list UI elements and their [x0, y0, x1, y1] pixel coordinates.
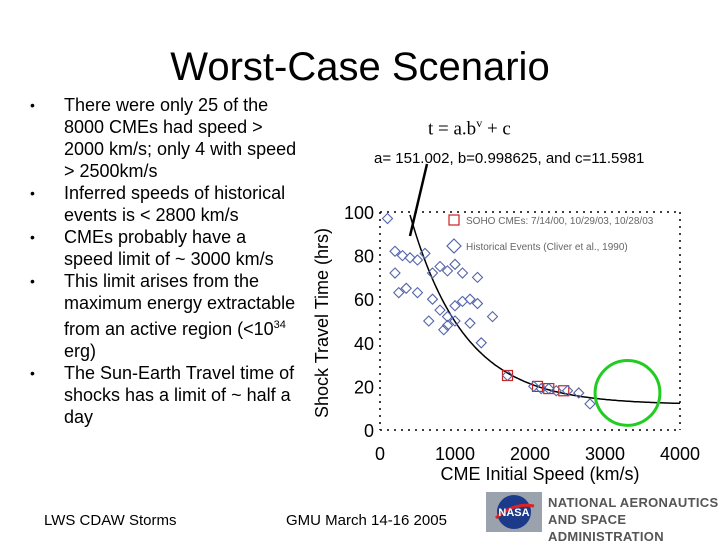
footer-center: GMU March 14-16 2005 — [286, 512, 447, 529]
bullet-text: This limit arises from the maximum energ… — [64, 271, 296, 339]
data-point-diamond — [464, 293, 476, 305]
data-point-diamond — [464, 317, 476, 329]
data-point-diamond — [475, 337, 488, 349]
y-tick-label: 100 — [344, 203, 374, 223]
data-point-diamond — [400, 282, 413, 295]
slide-title: Worst-Case Scenario — [170, 45, 550, 89]
legend-marker — [446, 238, 462, 254]
bullet-text: Inferred speeds of historical events is … — [64, 183, 286, 225]
data-point-diamond — [437, 323, 450, 336]
data-point-diamond — [404, 252, 416, 264]
bullet-text: The Sun-Earth Travel time of shocks has … — [64, 363, 295, 427]
bullet-text: There were only 25 of the 8000 CMEs had … — [64, 95, 297, 181]
bullet-item: • There were only 25 of the 8000 CMEs had… — [30, 94, 300, 182]
bullet-icon: • — [30, 97, 35, 113]
data-point-diamond — [449, 258, 461, 271]
data-point-diamond — [411, 286, 424, 299]
legend-label: Historical Events (Cliver et al., 1990) — [466, 242, 628, 253]
data-point-square — [531, 380, 544, 392]
bullet-icon: • — [30, 185, 35, 201]
data-point-diamond — [434, 260, 446, 273]
y-tick-label: 20 — [354, 377, 374, 397]
data-point-diamond — [426, 293, 439, 305]
nasa-logo: NASA NATIONAL AERONAUTICS AND SPACE ADMI… — [486, 492, 720, 544]
data-point-diamond — [441, 310, 454, 323]
bullet-item: • This limit arises from the maximum ener… — [30, 270, 300, 362]
x-tick-label: 2000 — [510, 444, 550, 464]
bullet-item: • CMEs probably have a speed limit of ~ 3… — [30, 226, 300, 270]
data-point-diamond — [486, 310, 499, 323]
footer-left: LWS CDAW Storms — [44, 512, 177, 529]
bullet-text: CMEs probably have a speed limit of ~ 30… — [64, 227, 274, 269]
y-tick-label: 60 — [354, 290, 374, 310]
x-tick-label: 1000 — [435, 444, 475, 464]
data-point-diamond — [584, 398, 596, 410]
x-tick-label: 0 — [375, 444, 385, 464]
chart-x-label: CME Initial Speed (km/s) — [440, 464, 639, 484]
formula-pointer-line — [408, 163, 429, 237]
data-point-diamond — [501, 369, 514, 382]
bullet-icon: • — [30, 229, 35, 245]
data-point-diamond — [422, 315, 435, 327]
data-point-diamond — [426, 267, 439, 279]
y-tick-label: 0 — [364, 421, 374, 441]
bullet-icon: • — [30, 365, 35, 381]
fit-curve — [409, 214, 681, 405]
legend-marker — [448, 214, 460, 226]
data-point-diamond — [381, 212, 394, 225]
data-point-diamond — [449, 299, 461, 312]
bullet-superscript: 34 — [273, 319, 286, 331]
data-point-square — [558, 385, 570, 397]
data-point-diamond — [572, 387, 585, 399]
nasa-meatball-icon: NASA — [486, 492, 542, 532]
data-point-diamond — [561, 384, 574, 397]
bullet-list: • There were only 25 of the 8000 CMEs had… — [30, 94, 300, 428]
data-point-diamond — [411, 254, 424, 266]
highlight-circle — [593, 359, 662, 427]
data-point-diamond — [441, 265, 454, 277]
x-tick-label: 3000 — [585, 444, 625, 464]
fit-parameters: a= 151.002, b=0.998625, and c=11.5981 — [374, 150, 645, 167]
data-point-diamond — [389, 245, 401, 258]
nasa-logo-text: NATIONAL AERONAUTICS AND SPACE ADMINISTR… — [548, 495, 719, 544]
data-point-diamond — [471, 297, 484, 310]
bullet-icon: • — [30, 273, 35, 289]
bullet-item: • The Sun-Earth Travel time of shocks has… — [30, 362, 300, 428]
data-point-diamond — [434, 304, 446, 316]
data-point-diamond — [527, 380, 540, 393]
data-point-diamond — [456, 267, 469, 279]
data-point-diamond — [449, 315, 461, 327]
data-point-diamond — [535, 382, 548, 395]
y-tick-label: 40 — [354, 334, 374, 354]
data-point-diamond — [396, 249, 409, 262]
y-tick-label: 80 — [354, 247, 374, 267]
bullet-text-tail: erg) — [64, 341, 97, 361]
data-point-diamond — [550, 384, 563, 397]
fit-formula: t = a.bv + c — [428, 116, 511, 140]
x-tick-label: 4000 — [660, 444, 700, 464]
legend-label: SOHO CMEs: 7/14/00, 10/29/03, 10/28/03 — [466, 216, 654, 227]
data-point-diamond — [542, 382, 555, 395]
bullet-item: • Inferred speeds of historical events is… — [30, 182, 300, 226]
data-point-diamond — [471, 271, 484, 284]
svg-text:NASA: NASA — [498, 507, 529, 519]
data-point-diamond — [419, 247, 431, 260]
data-point-diamond — [392, 286, 405, 299]
data-point-diamond — [389, 267, 401, 279]
